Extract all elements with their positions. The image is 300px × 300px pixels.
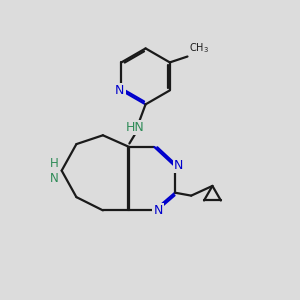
- Text: N: N: [153, 205, 163, 218]
- Text: HN: HN: [126, 122, 145, 134]
- Text: N: N: [115, 84, 124, 97]
- Text: N: N: [174, 159, 183, 172]
- Text: CH$_3$: CH$_3$: [189, 41, 209, 55]
- Text: H
N: H N: [50, 157, 59, 184]
